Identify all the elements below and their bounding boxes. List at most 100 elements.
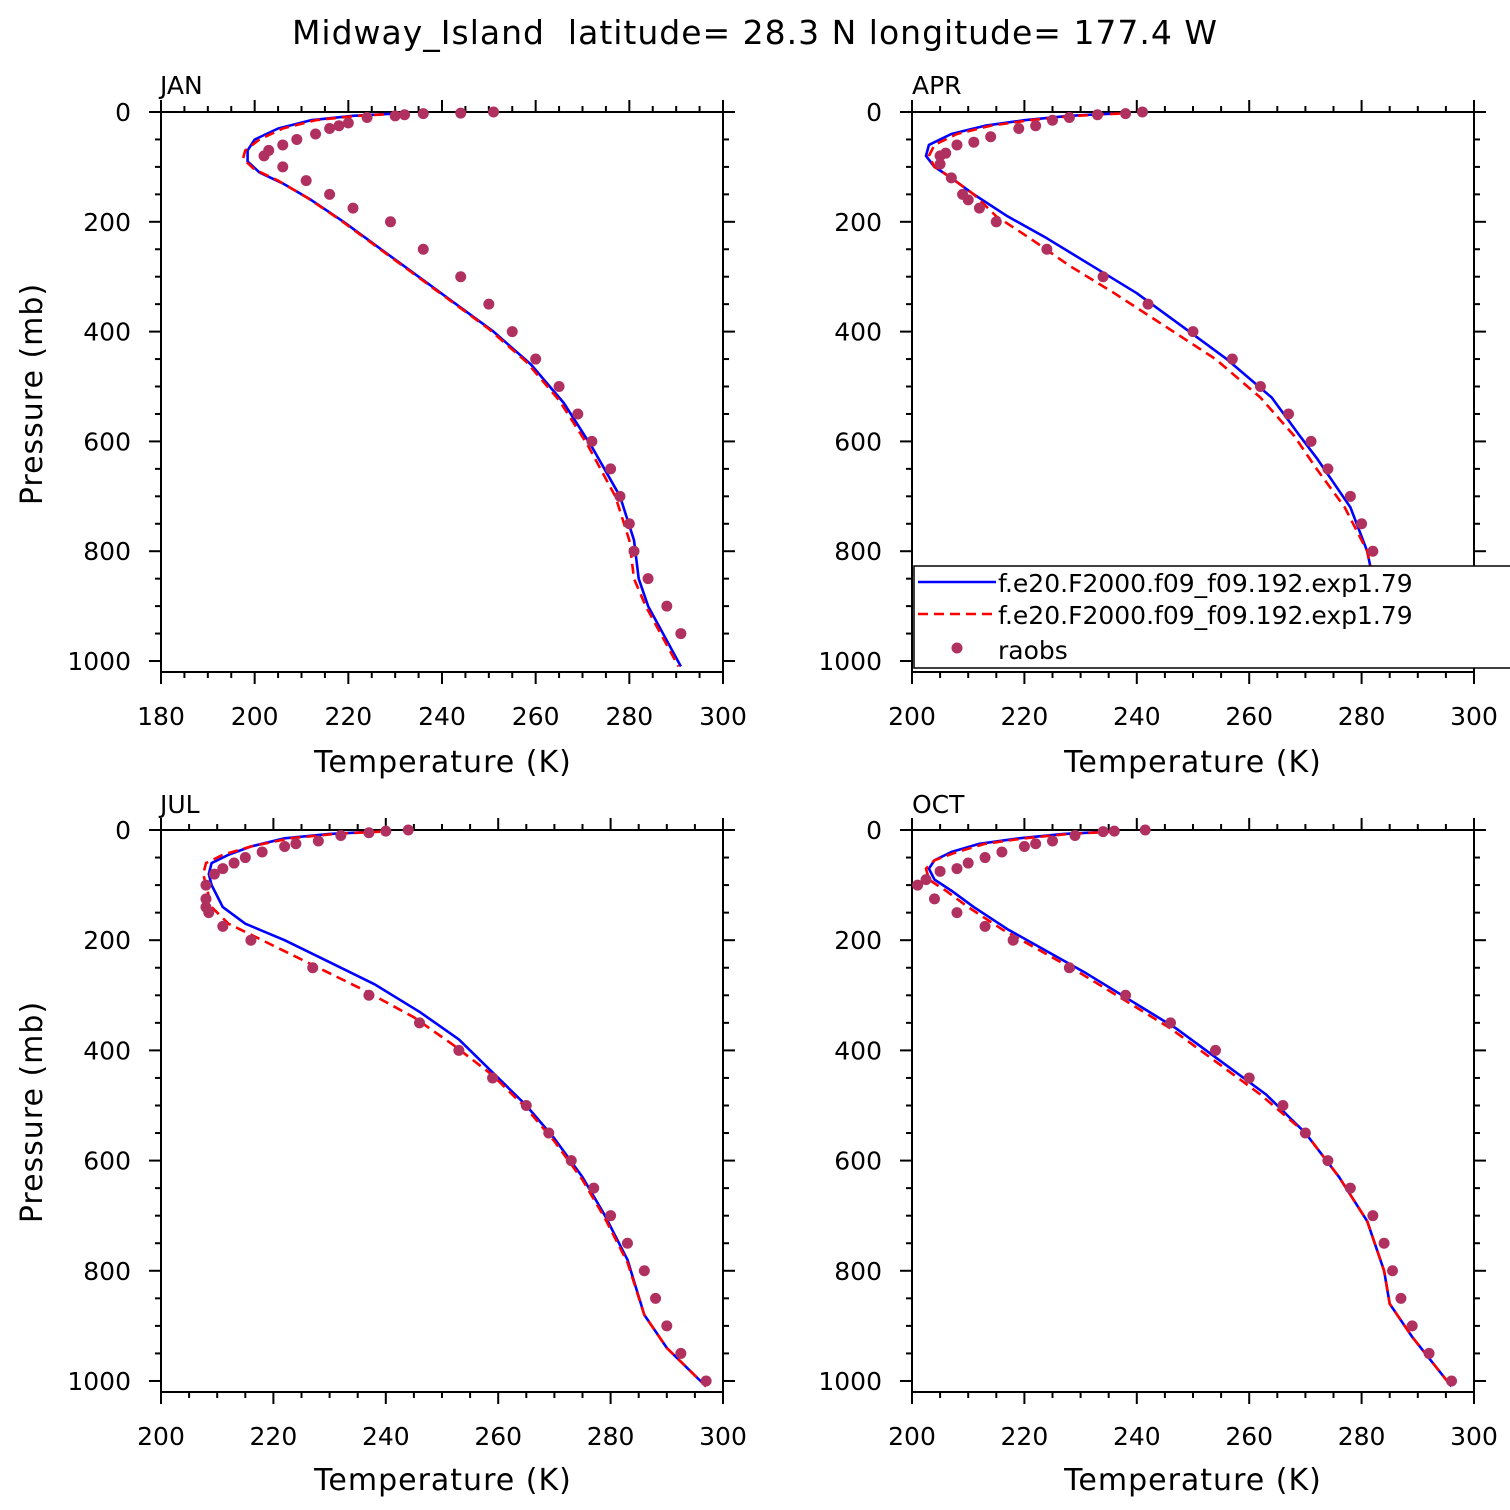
y-tick-label: 1000	[818, 647, 882, 676]
panel-title: APR	[912, 71, 962, 100]
data-point	[290, 838, 302, 850]
data-point	[1243, 1072, 1255, 1084]
data-point	[307, 962, 319, 974]
x-tick-label: 220	[1001, 702, 1049, 731]
plot-frame	[160, 829, 724, 1393]
data-point	[312, 835, 324, 847]
data-point	[414, 1017, 426, 1029]
data-point	[455, 107, 467, 119]
data-point	[1209, 1044, 1221, 1056]
series-line-blue-solid	[927, 830, 1453, 1388]
legend: f.e20.F2000.f09_f09.192.exp1.79 f.e20.F2…	[913, 565, 1510, 669]
data-point	[239, 852, 251, 864]
y-tick-label: 800	[834, 1257, 882, 1286]
x-tick-label: 260	[474, 1422, 522, 1451]
data-point	[928, 893, 940, 905]
data-point	[200, 893, 212, 905]
data-point	[1047, 114, 1058, 126]
panel-apr: APR Temperature (K) 200 220 240 260 280 300 0 2…	[818, 71, 1497, 780]
x-tick-label: 200	[137, 1422, 185, 1451]
series-line-red-dashed	[924, 830, 1453, 1388]
data-point	[1041, 243, 1053, 255]
data-point	[638, 1265, 650, 1277]
y-tick-label: 0	[115, 816, 131, 845]
y-tick-label: 1000	[67, 1367, 131, 1396]
data-point	[1378, 1237, 1390, 1249]
data-point	[389, 110, 401, 122]
data-point	[1344, 1182, 1356, 1194]
data-point	[1063, 111, 1075, 123]
data-point	[934, 865, 946, 877]
data-point	[621, 1237, 633, 1249]
x-tick-label: 200	[888, 702, 936, 731]
data-point	[217, 863, 229, 875]
x-tick-label: 240	[1113, 1422, 1161, 1451]
data-point	[217, 920, 229, 932]
data-point	[912, 879, 924, 891]
data-point	[1007, 934, 1019, 946]
x-axis-label: Temperature (K)	[1063, 745, 1322, 780]
data-point	[335, 830, 347, 842]
data-point	[920, 874, 932, 886]
data-point	[985, 131, 997, 143]
data-point	[675, 628, 687, 640]
data-point	[934, 158, 946, 170]
data-point	[1406, 1320, 1418, 1332]
x-axis-label: Temperature (K)	[313, 1463, 572, 1498]
data-point	[1063, 962, 1075, 974]
data-point	[979, 852, 991, 864]
data-point	[951, 139, 963, 151]
y-tick-label: 0	[866, 816, 882, 845]
x-tick-label: 280	[605, 702, 653, 731]
data-point	[1187, 326, 1199, 338]
data-point	[279, 841, 291, 853]
y-tick-label: 0	[866, 98, 882, 127]
y-tick-label: 400	[834, 318, 882, 347]
data-point	[543, 1127, 555, 1139]
x-axis-label: Temperature (K)	[313, 745, 572, 780]
data-point	[200, 879, 212, 891]
data-point	[700, 1375, 712, 1387]
data-point	[661, 600, 673, 612]
data-point	[588, 1182, 600, 1194]
data-point	[208, 868, 220, 880]
x-tick-label: 240	[418, 702, 466, 731]
data-point	[506, 326, 518, 338]
data-point	[455, 271, 467, 283]
data-point	[934, 150, 946, 162]
series-line-blue-solid	[246, 112, 683, 668]
y-tick-label: 200	[83, 926, 131, 955]
data-point	[553, 381, 565, 393]
data-point	[417, 108, 429, 120]
data-point	[363, 827, 375, 839]
data-point	[951, 863, 963, 875]
x-tick-label: 240	[1113, 702, 1161, 731]
x-tick-label: 220	[1001, 1422, 1049, 1451]
series-line-red-dashed	[201, 830, 708, 1388]
data-point	[968, 136, 980, 148]
y-tick-label: 600	[83, 427, 131, 456]
data-point	[650, 1292, 662, 1304]
x-tick-label: 300	[1450, 702, 1498, 731]
data-point	[614, 490, 626, 502]
data-point	[572, 408, 584, 420]
data-point	[277, 161, 289, 173]
data-point	[1165, 1017, 1177, 1029]
x-tick-label: 300	[699, 702, 747, 731]
x-tick-label: 280	[1338, 1422, 1386, 1451]
series-line-red-dashed	[241, 112, 680, 668]
x-tick-label: 260	[1225, 1422, 1273, 1451]
legend-label: f.e20.F2000.f09_f09.192.exp1.79	[998, 569, 1413, 598]
data-point	[661, 1320, 673, 1332]
data-point	[530, 353, 542, 365]
y-tick-label: 600	[834, 1147, 882, 1176]
x-tick-label: 280	[587, 1422, 635, 1451]
y-tick-label: 200	[83, 208, 131, 237]
series-line-red-dashed	[927, 112, 1422, 668]
data-point	[951, 907, 963, 919]
data-point	[1120, 989, 1132, 1001]
data-point	[1356, 518, 1368, 530]
data-point	[203, 907, 215, 919]
data-point	[979, 920, 991, 932]
data-point	[1254, 381, 1266, 393]
